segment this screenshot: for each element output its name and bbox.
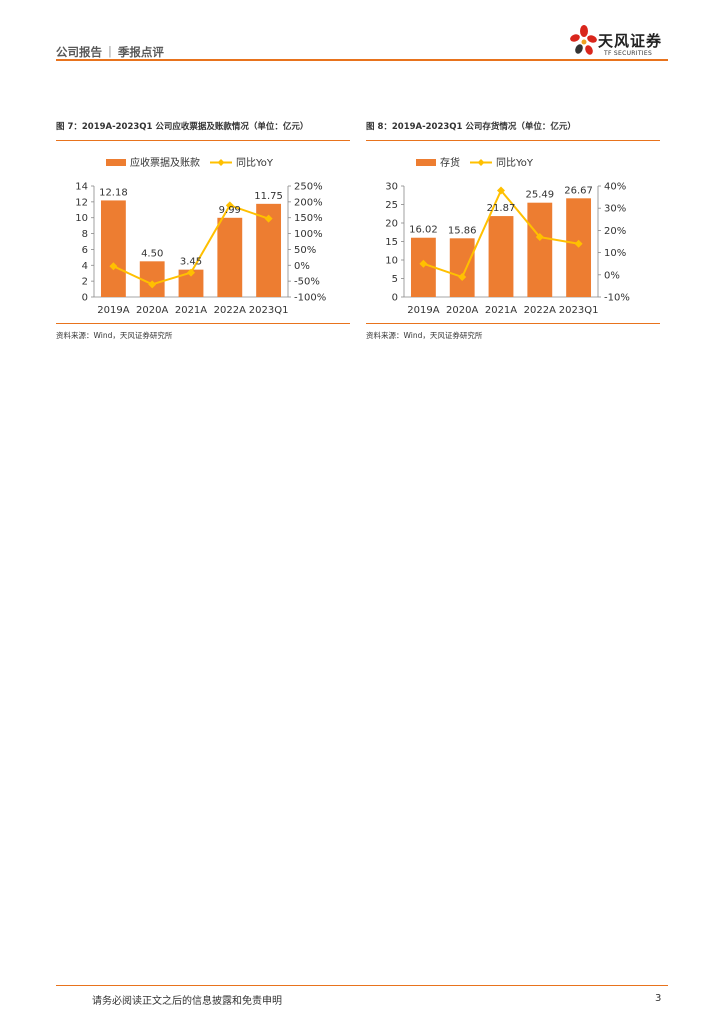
bar-value-label: 3.45	[180, 257, 202, 268]
right-tick-label: 200%	[294, 197, 323, 208]
receivables-chart: 应收票据及账款 同比YoY 0 2 4 6 8 10 12 14 -100% -50% 0% 50% 100…	[75, 156, 326, 316]
bar-value-label: 15.86	[448, 225, 477, 236]
yoy-point	[497, 186, 505, 195]
footer-divider	[56, 985, 668, 986]
figure-title: 图 7：2019A-2023Q1 公司应收票据及账款情况（单位：亿元）	[56, 120, 350, 141]
flower-logo-icon	[570, 25, 597, 55]
left-tick-label: 30	[385, 182, 398, 193]
yoy-point	[225, 201, 234, 210]
right-tick-label: 40%	[604, 182, 626, 193]
bar-value-label: 21.87	[487, 203, 516, 214]
x-tick-label: 2021A	[485, 305, 517, 316]
bar	[139, 261, 165, 297]
x-tick-label: 2020A	[446, 305, 478, 316]
header-separator: |	[108, 44, 112, 58]
left-tick-label: 4	[82, 261, 88, 272]
figure-source: 资料来源：Wind，天风证券研究所	[366, 331, 483, 340]
bar	[527, 202, 553, 297]
x-tick-label: 2020A	[136, 305, 168, 316]
right-tick-label: -100%	[294, 293, 326, 304]
report-type: 公司报告	[56, 45, 102, 59]
bar-value-label: 11.75	[254, 191, 283, 202]
bar-value-label: 26.67	[564, 185, 593, 196]
bar-value-label: 4.50	[141, 248, 163, 259]
left-tick-label: 10	[385, 256, 398, 267]
figure-bottom-rule	[366, 323, 660, 324]
yoy-point	[187, 268, 195, 277]
bar-value-label: 12.18	[99, 187, 128, 198]
figure-source: 资料来源：Wind，天风证券研究所	[56, 331, 173, 340]
left-tick-label: 14	[75, 182, 88, 193]
yoy-point	[574, 239, 583, 248]
bar	[449, 238, 475, 297]
legend-bar-swatch	[106, 159, 126, 166]
inventory-chart: 存货 同比YoY 0 5 10 15 20 25 30 -10% 0% 10% 20% 30% 40% 201…	[385, 156, 630, 316]
left-tick-label: 2	[82, 277, 88, 288]
logo-subtitle: TF SECURITIES	[604, 50, 653, 57]
right-tick-label: 10%	[604, 248, 626, 259]
yoy-point	[419, 259, 428, 268]
right-tick-label: 30%	[604, 204, 626, 215]
report-header: 公司报告 | 季报点评	[56, 44, 164, 60]
figure-inventory: 图 8：2019A-2023Q1 公司存货情况（单位：亿元） 存货 同比YoY 0 5…	[366, 120, 660, 341]
x-tick-label: 2023Q1	[559, 305, 599, 316]
bar	[217, 217, 243, 297]
legend-line-marker	[477, 159, 485, 166]
right-tick-label: -10%	[604, 293, 630, 304]
page-number: 3	[655, 993, 662, 1004]
bar-value-label: 16.02	[409, 225, 438, 236]
x-tick-label: 2023Q1	[249, 305, 289, 316]
right-tick-label: 50%	[294, 245, 316, 256]
left-tick-label: 10	[75, 213, 88, 224]
x-tick-label: 2022A	[524, 305, 556, 316]
left-tick-label: 6	[82, 245, 88, 256]
yoy-point	[264, 214, 273, 223]
yoy-point	[535, 233, 544, 242]
x-tick-label: 2019A	[97, 305, 129, 316]
header-divider	[56, 59, 668, 61]
right-tick-label: 250%	[294, 182, 323, 193]
left-tick-label: 15	[385, 237, 398, 248]
footer-disclaimer: 请务必阅读正文之后的信息披露和免责申明	[92, 996, 282, 1007]
x-tick-label: 2019A	[407, 305, 439, 316]
legend-bar-label: 存货	[440, 156, 460, 169]
x-tick-label: 2021A	[175, 305, 207, 316]
figure-bottom-rule	[56, 323, 350, 324]
legend-bar-swatch	[416, 159, 436, 166]
bar	[488, 216, 514, 297]
left-tick-label: 12	[75, 197, 88, 208]
left-tick-label: 5	[392, 274, 398, 285]
bar	[100, 200, 126, 297]
right-tick-label: 0%	[604, 270, 620, 281]
legend-line-marker	[217, 159, 225, 166]
right-tick-label: 100%	[294, 229, 323, 240]
legend-line-label: 同比YoY	[496, 157, 534, 169]
left-tick-label: 0	[82, 293, 88, 304]
right-tick-label: 0%	[294, 261, 310, 272]
legend-line-label: 同比YoY	[236, 157, 274, 169]
figure-title: 图 8：2019A-2023Q1 公司存货情况（单位：亿元）	[366, 120, 660, 141]
bar-value-label: 25.49	[525, 190, 554, 201]
x-tick-label: 2022A	[214, 305, 246, 316]
report-subtype: 季报点评	[117, 45, 164, 59]
bar-value-label: 9.99	[219, 205, 241, 216]
company-logo: 天风证券 TF SECURITIES	[568, 22, 672, 62]
left-tick-label: 20	[385, 219, 398, 230]
left-tick-label: 8	[82, 229, 88, 240]
right-tick-label: -50%	[294, 277, 320, 288]
yoy-point	[109, 262, 118, 271]
yoy-point	[458, 273, 467, 282]
legend-bar-label: 应收票据及账款	[130, 156, 200, 169]
logo-name: 天风证券	[598, 32, 663, 50]
figure-receivables: 图 7：2019A-2023Q1 公司应收票据及账款情况（单位：亿元） 应收票据…	[56, 120, 350, 341]
left-tick-label: 0	[392, 293, 398, 304]
yoy-point	[148, 280, 157, 289]
right-tick-label: 150%	[294, 213, 323, 224]
left-tick-label: 25	[385, 200, 398, 211]
right-tick-label: 20%	[604, 226, 626, 237]
